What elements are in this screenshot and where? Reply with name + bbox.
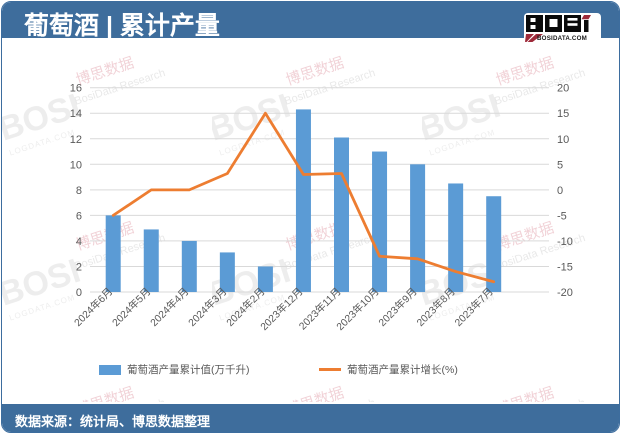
svg-text:16: 16	[70, 83, 82, 95]
svg-text:12: 12	[70, 134, 82, 146]
svg-text:4: 4	[76, 236, 82, 248]
svg-text:6: 6	[76, 210, 82, 222]
svg-text:10: 10	[557, 134, 569, 146]
svg-text:-5: -5	[557, 210, 567, 222]
svg-text:5: 5	[557, 159, 563, 171]
svg-text:10: 10	[70, 159, 82, 171]
svg-text:2: 2	[76, 261, 82, 273]
svg-text:20: 20	[557, 83, 569, 95]
svg-text:-15: -15	[557, 261, 573, 273]
svg-text:-10: -10	[557, 236, 573, 248]
svg-text:15: 15	[557, 108, 569, 120]
svg-text:0: 0	[557, 185, 563, 197]
svg-text:14: 14	[70, 108, 82, 120]
svg-text:-20: -20	[557, 287, 573, 299]
svg-text:8: 8	[76, 185, 82, 197]
svg-text:0: 0	[76, 287, 82, 299]
